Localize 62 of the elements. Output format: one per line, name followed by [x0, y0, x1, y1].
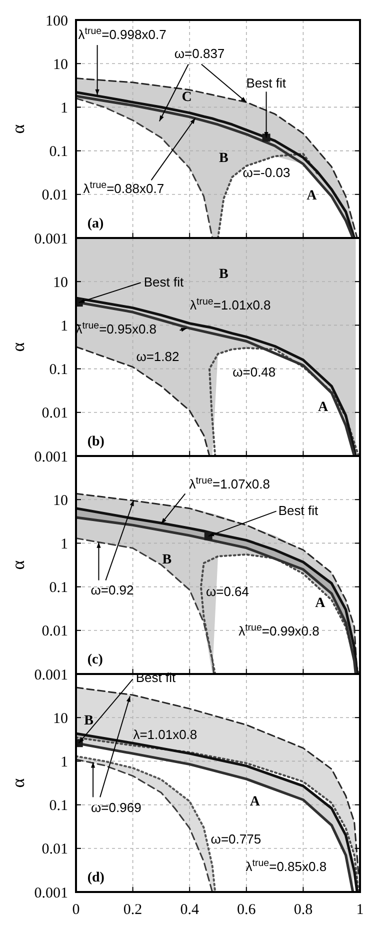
annotation: (a)	[87, 216, 104, 232]
y-tick-label: 1	[60, 100, 68, 116]
annotation: λ$^{true}$=1.07x0.8	[189, 475, 270, 492]
annotation: λ$^{true}$=0.85x0.8	[246, 858, 327, 874]
annotation: λ$^{true}$=1.01x0.8	[190, 296, 271, 312]
x-tick-label: 0.8	[294, 902, 313, 918]
annotation: (c)	[87, 652, 104, 668]
x-tick-label: 0.6	[237, 902, 256, 918]
y-tick-label: 10	[53, 56, 68, 73]
annotation: ω=0.969	[91, 800, 142, 816]
annotation: A	[315, 596, 326, 611]
annotation: λ$^{true}$=0.998x0.7	[78, 26, 166, 42]
annotation: A	[250, 794, 261, 810]
y-tick-label: 1	[60, 754, 68, 770]
annotation: (d)	[87, 870, 105, 886]
annotation: λ$^{true}$=0.88x0.7	[83, 180, 164, 196]
y-tick-label: 10	[53, 274, 68, 291]
annotation: Best fit	[246, 76, 286, 91]
x-tick-label: 1	[356, 902, 364, 918]
y-axis-title: α	[8, 778, 28, 788]
y-tick-label: 10	[53, 492, 68, 509]
y-axis-title: α	[8, 342, 28, 352]
annotation: B	[84, 714, 94, 729]
y-tick-label: 0.1	[49, 362, 68, 378]
y-tick-label: 0.001	[34, 667, 68, 684]
y-tick-label: 1	[60, 536, 68, 552]
y-tick-label: 0.001	[34, 231, 68, 248]
annotation: C	[182, 90, 192, 106]
annotation: ω=0.48	[232, 364, 276, 380]
x-tick-label: 0.2	[123, 902, 142, 918]
y-tick-label: 0.01	[42, 842, 68, 858]
annotation: λ=1.01x0.8	[133, 727, 198, 742]
annotation: ω=1.82	[136, 349, 180, 364]
annotation: ω=0.92	[90, 582, 134, 598]
y-tick-label: 0.1	[49, 580, 68, 596]
y-axis-title: α	[8, 560, 28, 570]
x-tick-label: 0	[72, 902, 80, 918]
y-tick-label: 0.01	[42, 188, 68, 204]
y-tick-label: 1	[60, 318, 68, 334]
annotation: B	[219, 266, 228, 282]
y-tick-label: 0.1	[49, 144, 68, 160]
y-tick-label: 10	[53, 710, 68, 727]
annotation: A	[318, 400, 330, 415]
annotation: A	[306, 188, 318, 204]
annotation: (b)	[87, 434, 105, 450]
annotation: ω=0.837	[174, 46, 225, 62]
annotation: λ$^{true}$=0.99x0.8	[238, 622, 320, 639]
y-tick-label: 0.01	[42, 406, 68, 422]
annotation: B	[219, 151, 228, 166]
annotation: Best fit	[278, 503, 318, 518]
y-tick-label: 0.001	[34, 449, 68, 466]
annotation: B	[162, 552, 172, 568]
y-tick-label: 0.001	[34, 885, 68, 902]
y-tick-label: 100	[46, 13, 68, 30]
annotation: ω=0.64	[206, 584, 250, 599]
y-tick-label: 0.1	[49, 798, 68, 814]
y-tick-label: 0.01	[42, 624, 68, 640]
annotation: ω=-0.03	[242, 165, 290, 180]
annotation: Best fit	[144, 274, 184, 290]
x-tick-label: 0.4	[180, 902, 200, 918]
y-axis-title: α	[8, 124, 28, 134]
annotation: ω=0.775	[210, 831, 262, 846]
